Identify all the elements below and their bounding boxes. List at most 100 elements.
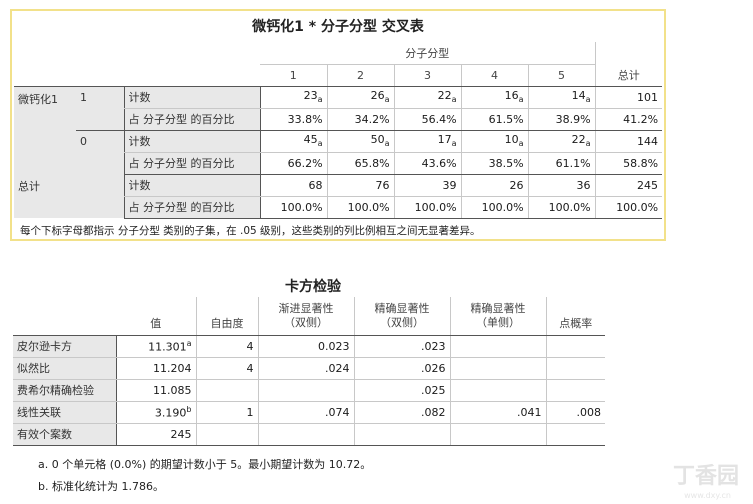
cell: 16a bbox=[460, 86, 529, 109]
cell: 41.2% bbox=[594, 108, 663, 131]
cell-df: 4 bbox=[195, 335, 258, 358]
cell-point bbox=[545, 357, 605, 380]
pct-label: 占 分子分型 的百分比 bbox=[123, 152, 261, 175]
cell: 39 bbox=[393, 174, 462, 197]
cell-value: 3.190b bbox=[115, 401, 196, 424]
col-header-3: 3 bbox=[393, 64, 462, 87]
col-header-value: 值 bbox=[116, 297, 196, 336]
group-label: 1 bbox=[76, 86, 124, 130]
col-header-4: 4 bbox=[460, 64, 529, 87]
cell: 100.0% bbox=[460, 196, 529, 219]
table-row: 费希尔精确检验 11.085 .025 bbox=[13, 379, 605, 402]
cell: 68 bbox=[259, 174, 328, 197]
cell-point: .008 bbox=[545, 401, 605, 424]
cell-value: 11.204 bbox=[115, 357, 196, 380]
cell: 100.0% bbox=[393, 196, 462, 219]
table-row: 有效个案数 245 bbox=[13, 423, 605, 446]
crosstab-title: 微钙化1 * 分子分型 交叉表 bbox=[252, 19, 424, 35]
cell: 50a bbox=[326, 130, 395, 153]
row-label: 有效个案数 bbox=[13, 423, 116, 446]
cell: 76 bbox=[326, 174, 395, 197]
cell-df: 4 bbox=[195, 357, 258, 380]
col-header-exact-2sided: 精确显著性 （双侧） bbox=[353, 297, 450, 336]
group-label: 0 bbox=[76, 129, 124, 174]
cell-point bbox=[545, 379, 605, 402]
pct-label: 占 分子分型 的百分比 bbox=[123, 196, 261, 219]
chisq-table: 值 自由度 渐进显著性 （双侧） 精确显著性 （双侧） 精确显著性 （单侧） 点… bbox=[13, 297, 605, 446]
cell: 144 bbox=[594, 130, 663, 153]
row-label: 费希尔精确检验 bbox=[13, 379, 116, 402]
row-var-label: 微钙化1 bbox=[14, 86, 76, 174]
cell: 100.0% bbox=[527, 196, 596, 219]
cell-point bbox=[545, 423, 605, 446]
row-label: 皮尔逊卡方 bbox=[13, 335, 116, 358]
cell-exact1: .041 bbox=[449, 401, 546, 424]
cell-exact2: .023 bbox=[353, 335, 450, 358]
cell: 58.8% bbox=[594, 152, 663, 175]
cell: 26a bbox=[326, 86, 395, 109]
col-group-header: 分子分型 bbox=[260, 42, 596, 65]
cell-value: 11.085 bbox=[115, 379, 196, 402]
col-header-df: 自由度 bbox=[195, 297, 258, 336]
cell: 100.0% bbox=[326, 196, 395, 219]
pct-label: 占 分子分型 的百分比 bbox=[123, 108, 261, 131]
cell: 61.1% bbox=[527, 152, 596, 175]
col-header-2: 2 bbox=[326, 64, 395, 87]
cell-exact1 bbox=[449, 423, 546, 446]
cell-exact2: .026 bbox=[353, 357, 450, 380]
table-row: 线性关联 3.190b 1.074.082.041.008 bbox=[13, 401, 605, 424]
row-label: 似然比 bbox=[13, 357, 116, 380]
cell-df bbox=[195, 423, 258, 446]
cell-exact1 bbox=[449, 335, 546, 358]
cell: 34.2% bbox=[326, 108, 395, 131]
cell: 26 bbox=[460, 174, 529, 197]
cell: 101 bbox=[594, 86, 663, 109]
col-header-5: 5 bbox=[527, 64, 596, 87]
watermark-url: www.dxy.cn bbox=[684, 491, 731, 500]
cell-value: 11.301a bbox=[115, 335, 196, 358]
crosstab-footnote: 每个下标字母都指示 分子分型 类别的子集，在 .05 级别，这些类别的列比例相互… bbox=[20, 225, 481, 237]
col-header-point-prob: 点概率 bbox=[545, 297, 605, 336]
cell-asym bbox=[257, 379, 354, 402]
cell-df: 1 bbox=[195, 401, 258, 424]
cell: 38.5% bbox=[460, 152, 529, 175]
count-label: 计数 bbox=[123, 174, 261, 197]
cell-df bbox=[195, 379, 258, 402]
cell: 23a bbox=[259, 86, 328, 109]
cell-asym bbox=[257, 423, 354, 446]
cell-exact2 bbox=[353, 423, 450, 446]
cell: 22a bbox=[393, 86, 462, 109]
cell: 61.5% bbox=[460, 108, 529, 131]
cell: 36 bbox=[527, 174, 596, 197]
cell: 33.8% bbox=[259, 108, 328, 131]
chisq-note-b: b. 标准化统计为 1.786。 bbox=[38, 480, 164, 493]
cell: 38.9% bbox=[527, 108, 596, 131]
table-row: 皮尔逊卡方 11.301a 4 0.023.023 bbox=[13, 335, 605, 358]
col-header-exact-1sided: 精确显著性 （单侧） bbox=[449, 297, 546, 336]
cell-value: 245 bbox=[115, 423, 196, 446]
cell: 43.6% bbox=[393, 152, 462, 175]
cell-exact2: .025 bbox=[353, 379, 450, 402]
cell: 45a bbox=[259, 130, 328, 153]
col-header-asym-sig: 渐进显著性 （双侧） bbox=[257, 297, 354, 336]
col-header-1: 1 bbox=[260, 64, 328, 87]
cell: 22a bbox=[527, 130, 596, 153]
cell: 245 bbox=[594, 174, 663, 197]
watermark-logo: 丁香园 bbox=[672, 464, 739, 489]
count-label: 计数 bbox=[123, 86, 261, 109]
total-row-label: 总计 bbox=[14, 174, 124, 218]
cell: 14a bbox=[527, 86, 596, 109]
table-row: 似然比 11.204 4.024.026 bbox=[13, 357, 605, 380]
count-label: 计数 bbox=[123, 130, 261, 153]
cell-point bbox=[545, 335, 605, 358]
chisq-title: 卡方检验 bbox=[285, 279, 341, 295]
cell: 100.0% bbox=[594, 196, 663, 219]
cell-exact2: .082 bbox=[353, 401, 450, 424]
cell: 10a bbox=[460, 130, 529, 153]
crosstab-table: 分子分型 1 2 3 4 5 总计 微钙化1 1 计数 23a 26a 22a … bbox=[14, 42, 663, 219]
chisq-note-a: a. 0 个单元格 (0.0%) 的期望计数小于 5。最小期望计数为 10.72… bbox=[38, 458, 372, 471]
col-header-total: 总计 bbox=[594, 64, 663, 87]
cell: 100.0% bbox=[259, 196, 328, 219]
cell: 17a bbox=[393, 130, 462, 153]
cell: 66.2% bbox=[259, 152, 328, 175]
